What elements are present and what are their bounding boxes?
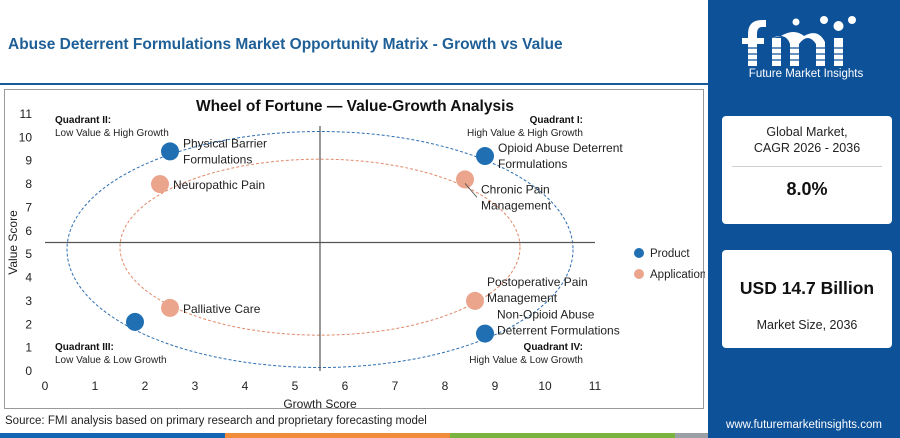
y-tick-label: 0: [25, 364, 32, 378]
legend-label: Application: [650, 269, 705, 281]
y-tick-label: 10: [19, 130, 33, 144]
data-label: Non-Opioid Abuse: [497, 308, 595, 322]
x-tick-label: 2: [142, 379, 149, 393]
data-label: Formulations: [498, 157, 567, 171]
x-tick-label: 3: [192, 379, 199, 393]
x-axis-label: Growth Score: [283, 397, 357, 410]
quadrant-subtitle: High Value & Low Growth: [469, 355, 583, 366]
y-axis-label: Value Score: [6, 210, 20, 275]
logo-text: Future Market Insights: [748, 68, 864, 80]
opportunity-matrix-chart: Wheel of Fortune — Value-Growth Analysis…: [6, 98, 705, 410]
y-tick-label: 3: [25, 294, 32, 308]
x-tick-label: 0: [42, 379, 49, 393]
x-tick-label: 7: [392, 379, 399, 393]
quadrant-title: Quadrant IV:: [524, 342, 583, 353]
bottom-bar-orange: [225, 433, 450, 438]
y-tick-label: 4: [25, 271, 32, 285]
bottom-bar-blue: [0, 433, 225, 438]
x-tick-label: 5: [292, 379, 299, 393]
title-rule: [0, 83, 708, 85]
source-note: Source: FMI analysis based on primary re…: [5, 415, 427, 427]
y-tick-label: 1: [25, 341, 32, 355]
market-size-card: USD 14.7 Billion Market Size, 2036: [722, 250, 892, 348]
legend-label: Product: [650, 248, 690, 260]
bottom-bar-green: [450, 433, 675, 438]
quadrant-subtitle: Low Value & High Growth: [55, 128, 169, 139]
cagr-label-line2: CAGR 2026 - 2036: [753, 141, 861, 155]
data-point: [476, 147, 494, 166]
data-label: Physical Barrier: [183, 136, 267, 150]
quadrant-title: Quadrant II:: [55, 115, 111, 126]
data-point: [151, 175, 169, 194]
data-label: Postoperative Pain: [487, 275, 588, 289]
quadrant-title: Quadrant I:: [530, 115, 583, 126]
x-tick-label: 9: [492, 379, 499, 393]
x-tick-label: 1: [92, 379, 99, 393]
data-point: [161, 298, 179, 317]
leader-line: [464, 183, 478, 198]
chart-title: Wheel of Fortune — Value-Growth Analysis: [196, 98, 514, 115]
x-tick-label: 4: [242, 379, 249, 393]
data-label: Palliative Care: [183, 302, 261, 316]
data-point: [466, 291, 484, 310]
data-label: Management: [481, 198, 552, 212]
cagr-value: 8.0%: [786, 179, 828, 199]
fmi-logo: [734, 16, 884, 66]
data-point: [126, 312, 144, 331]
quadrant-subtitle: Low Value & Low Growth: [55, 355, 167, 366]
y-tick-label: 11: [20, 107, 33, 121]
data-label: Formulations: [183, 152, 252, 166]
x-tick-label: 11: [589, 379, 602, 393]
legend-marker: [634, 269, 644, 279]
market-size-label: Market Size, 2036: [756, 318, 858, 332]
sidebar-panel: Future Market Insights Global Market, CA…: [708, 0, 900, 438]
quadrant-title: Quadrant III:: [55, 342, 114, 353]
application-ellipse: [119, 158, 521, 336]
data-point: [456, 170, 474, 189]
legend-marker: [634, 248, 644, 258]
y-tick-label: 6: [25, 224, 32, 238]
data-label: Chronic Pain: [481, 182, 550, 196]
x-tick-label: 10: [538, 379, 552, 393]
chart-container: Wheel of Fortune — Value-Growth Analysis…: [4, 89, 705, 410]
data-point: [476, 324, 494, 343]
data-label: Neuropathic Pain: [173, 178, 265, 192]
cagr-label-line1: Global Market,: [766, 125, 848, 139]
y-tick-label: 5: [25, 247, 32, 261]
cagr-divider: [732, 166, 882, 167]
y-tick-label: 8: [25, 177, 32, 191]
data-label: Deterrent Formulations: [497, 324, 620, 338]
y-tick-label: 2: [25, 317, 32, 331]
cagr-card: Global Market, CAGR 2026 - 2036 8.0%: [722, 116, 892, 224]
market-size-value: USD 14.7 Billion: [739, 278, 875, 298]
x-tick-label: 6: [342, 379, 349, 393]
quadrant-subtitle: High Value & High Growth: [467, 128, 583, 139]
x-tick-label: 8: [442, 379, 449, 393]
y-tick-label: 9: [25, 154, 32, 168]
website-link[interactable]: www.futuremarketinsights.com: [726, 419, 882, 431]
y-tick-label: 7: [25, 200, 32, 214]
data-point: [161, 142, 179, 161]
data-label: Management: [487, 291, 558, 305]
data-label: Opioid Abuse Deterrent: [498, 141, 623, 155]
page-title: Abuse Deterrent Formulations Market Oppo…: [8, 36, 563, 53]
